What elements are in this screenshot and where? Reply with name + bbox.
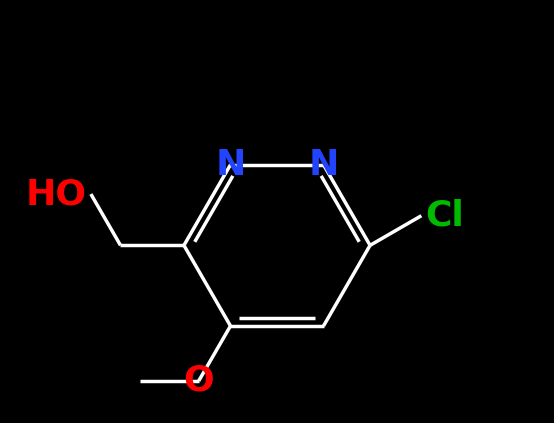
Text: Cl: Cl <box>425 199 464 233</box>
Text: N: N <box>309 148 338 182</box>
Text: N: N <box>216 148 245 182</box>
Text: O: O <box>183 364 214 398</box>
Text: HO: HO <box>25 177 86 211</box>
